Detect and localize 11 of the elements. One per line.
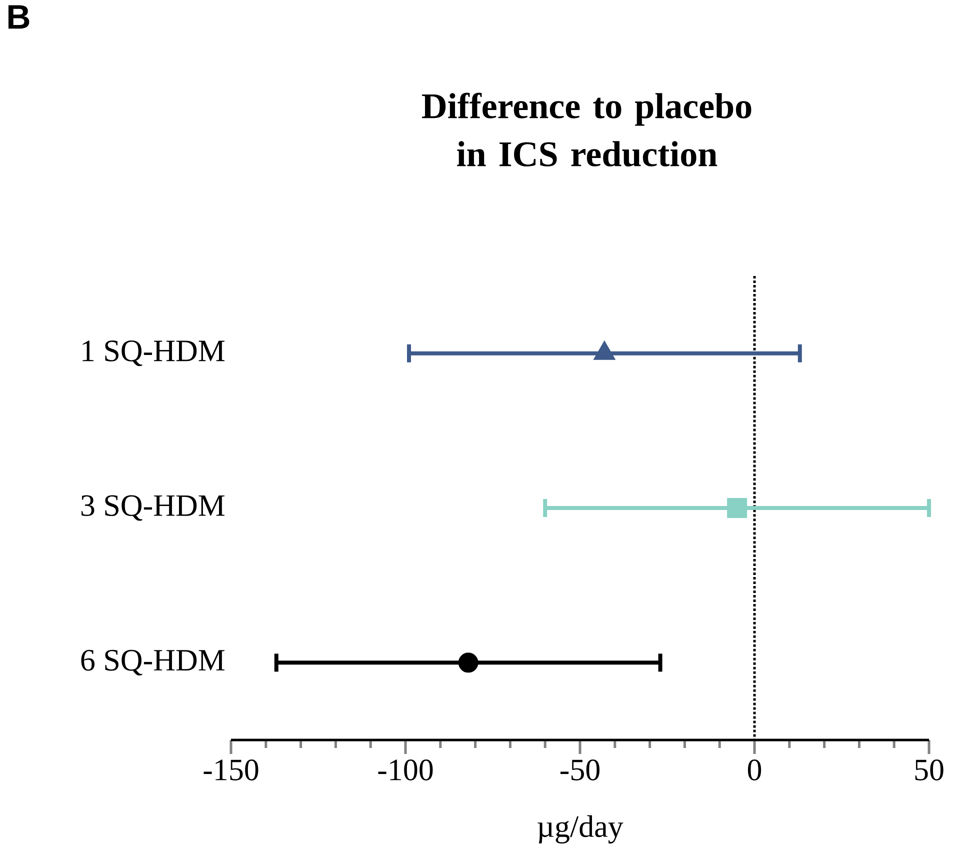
y-tick-label: 1 SQ-HDM [82, 340, 225, 366]
x-tick-label: 0 [748, 760, 762, 780]
x-tick-label: -100 [378, 760, 433, 780]
x-tick-label: -150 [204, 760, 258, 780]
x-tick-label: 50 [915, 760, 944, 780]
chart-title: Difference to placebo in ICS reduction [422, 92, 752, 167]
x-axis-title: µg/day [538, 815, 624, 844]
y-tick-label: 6 SQ-HDM [81, 650, 225, 676]
x-tick-label: -50 [560, 760, 600, 780]
text: B [8, 5, 30, 29]
y-tick-label: 3 SQ-HDM [81, 495, 225, 521]
